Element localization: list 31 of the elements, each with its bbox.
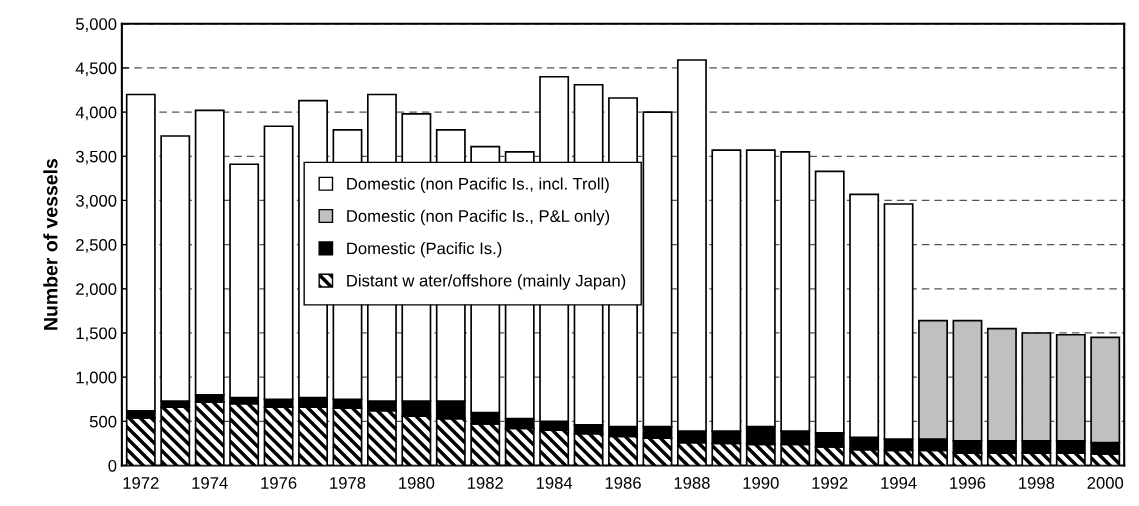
- y-tick-label: 4,000: [75, 106, 117, 121]
- y-tick-label: 5,000: [75, 18, 117, 32]
- x-tick-label: 1990: [743, 477, 779, 489]
- x-tick-label: 1998: [1019, 477, 1055, 489]
- y-tick-label: 2,000: [76, 283, 117, 297]
- y-axis-title: Number of vessels: [43, 158, 58, 330]
- x-tick-label: 1980: [399, 477, 435, 489]
- x-tick-label: 1996: [950, 477, 986, 489]
- x-tick-label: 1978: [330, 477, 366, 489]
- y-tick-label: 3,500: [75, 150, 117, 165]
- x-tick-label: 1986: [605, 477, 641, 489]
- legend-label: Domestic (non Pacific Is., P&L only): [347, 209, 610, 226]
- y-tick-label: 4,500: [75, 62, 117, 77]
- legend-label: Domestic (non Pacific Is., incl. Troll): [347, 177, 609, 193]
- x-tick-label: 1988: [674, 477, 710, 489]
- y-tick-label: 0: [108, 459, 117, 472]
- x-tick-label: 1992: [812, 477, 848, 489]
- x-tick-label: 1974: [192, 477, 228, 489]
- x-tick-label: 1972: [123, 477, 159, 489]
- x-tick-label: 1984: [536, 477, 573, 489]
- y-tick-label: 2,500: [76, 239, 117, 253]
- x-tick-label: 1976: [261, 477, 297, 489]
- y-tick-label: 1,500: [76, 327, 117, 342]
- x-tick-label: 2000: [1087, 477, 1124, 489]
- x-tick-label: 1982: [467, 477, 503, 489]
- x-tick-label: 1994: [881, 477, 917, 489]
- legend-label: Distant w ater/offshore (mainly Japan): [347, 274, 626, 290]
- y-tick-label: 1,000: [76, 371, 117, 386]
- y-tick-label: 3,000: [75, 194, 117, 209]
- y-tick-label: 500: [89, 415, 117, 428]
- legend-label: Domestic (Pacific Is.): [347, 242, 502, 258]
